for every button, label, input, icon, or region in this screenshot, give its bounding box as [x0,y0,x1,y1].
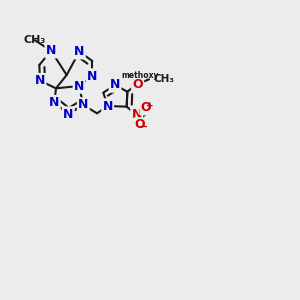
Text: methoxy: methoxy [121,71,158,80]
Text: N: N [131,109,142,122]
Text: N: N [49,96,59,109]
Text: −: − [139,122,149,132]
Text: O: O [135,118,145,131]
Text: N: N [78,98,88,112]
Text: N: N [63,107,74,121]
Text: N: N [87,70,98,83]
Text: O: O [132,77,143,91]
Text: CH₃: CH₃ [154,74,175,84]
Text: N: N [110,79,120,92]
Text: N: N [35,74,45,87]
Text: O: O [141,101,151,114]
Text: +: + [146,101,154,110]
Text: N: N [74,45,85,58]
Text: CH₃: CH₃ [24,35,46,45]
Text: N: N [74,80,84,92]
Text: N: N [46,44,56,57]
Text: N: N [103,100,113,112]
